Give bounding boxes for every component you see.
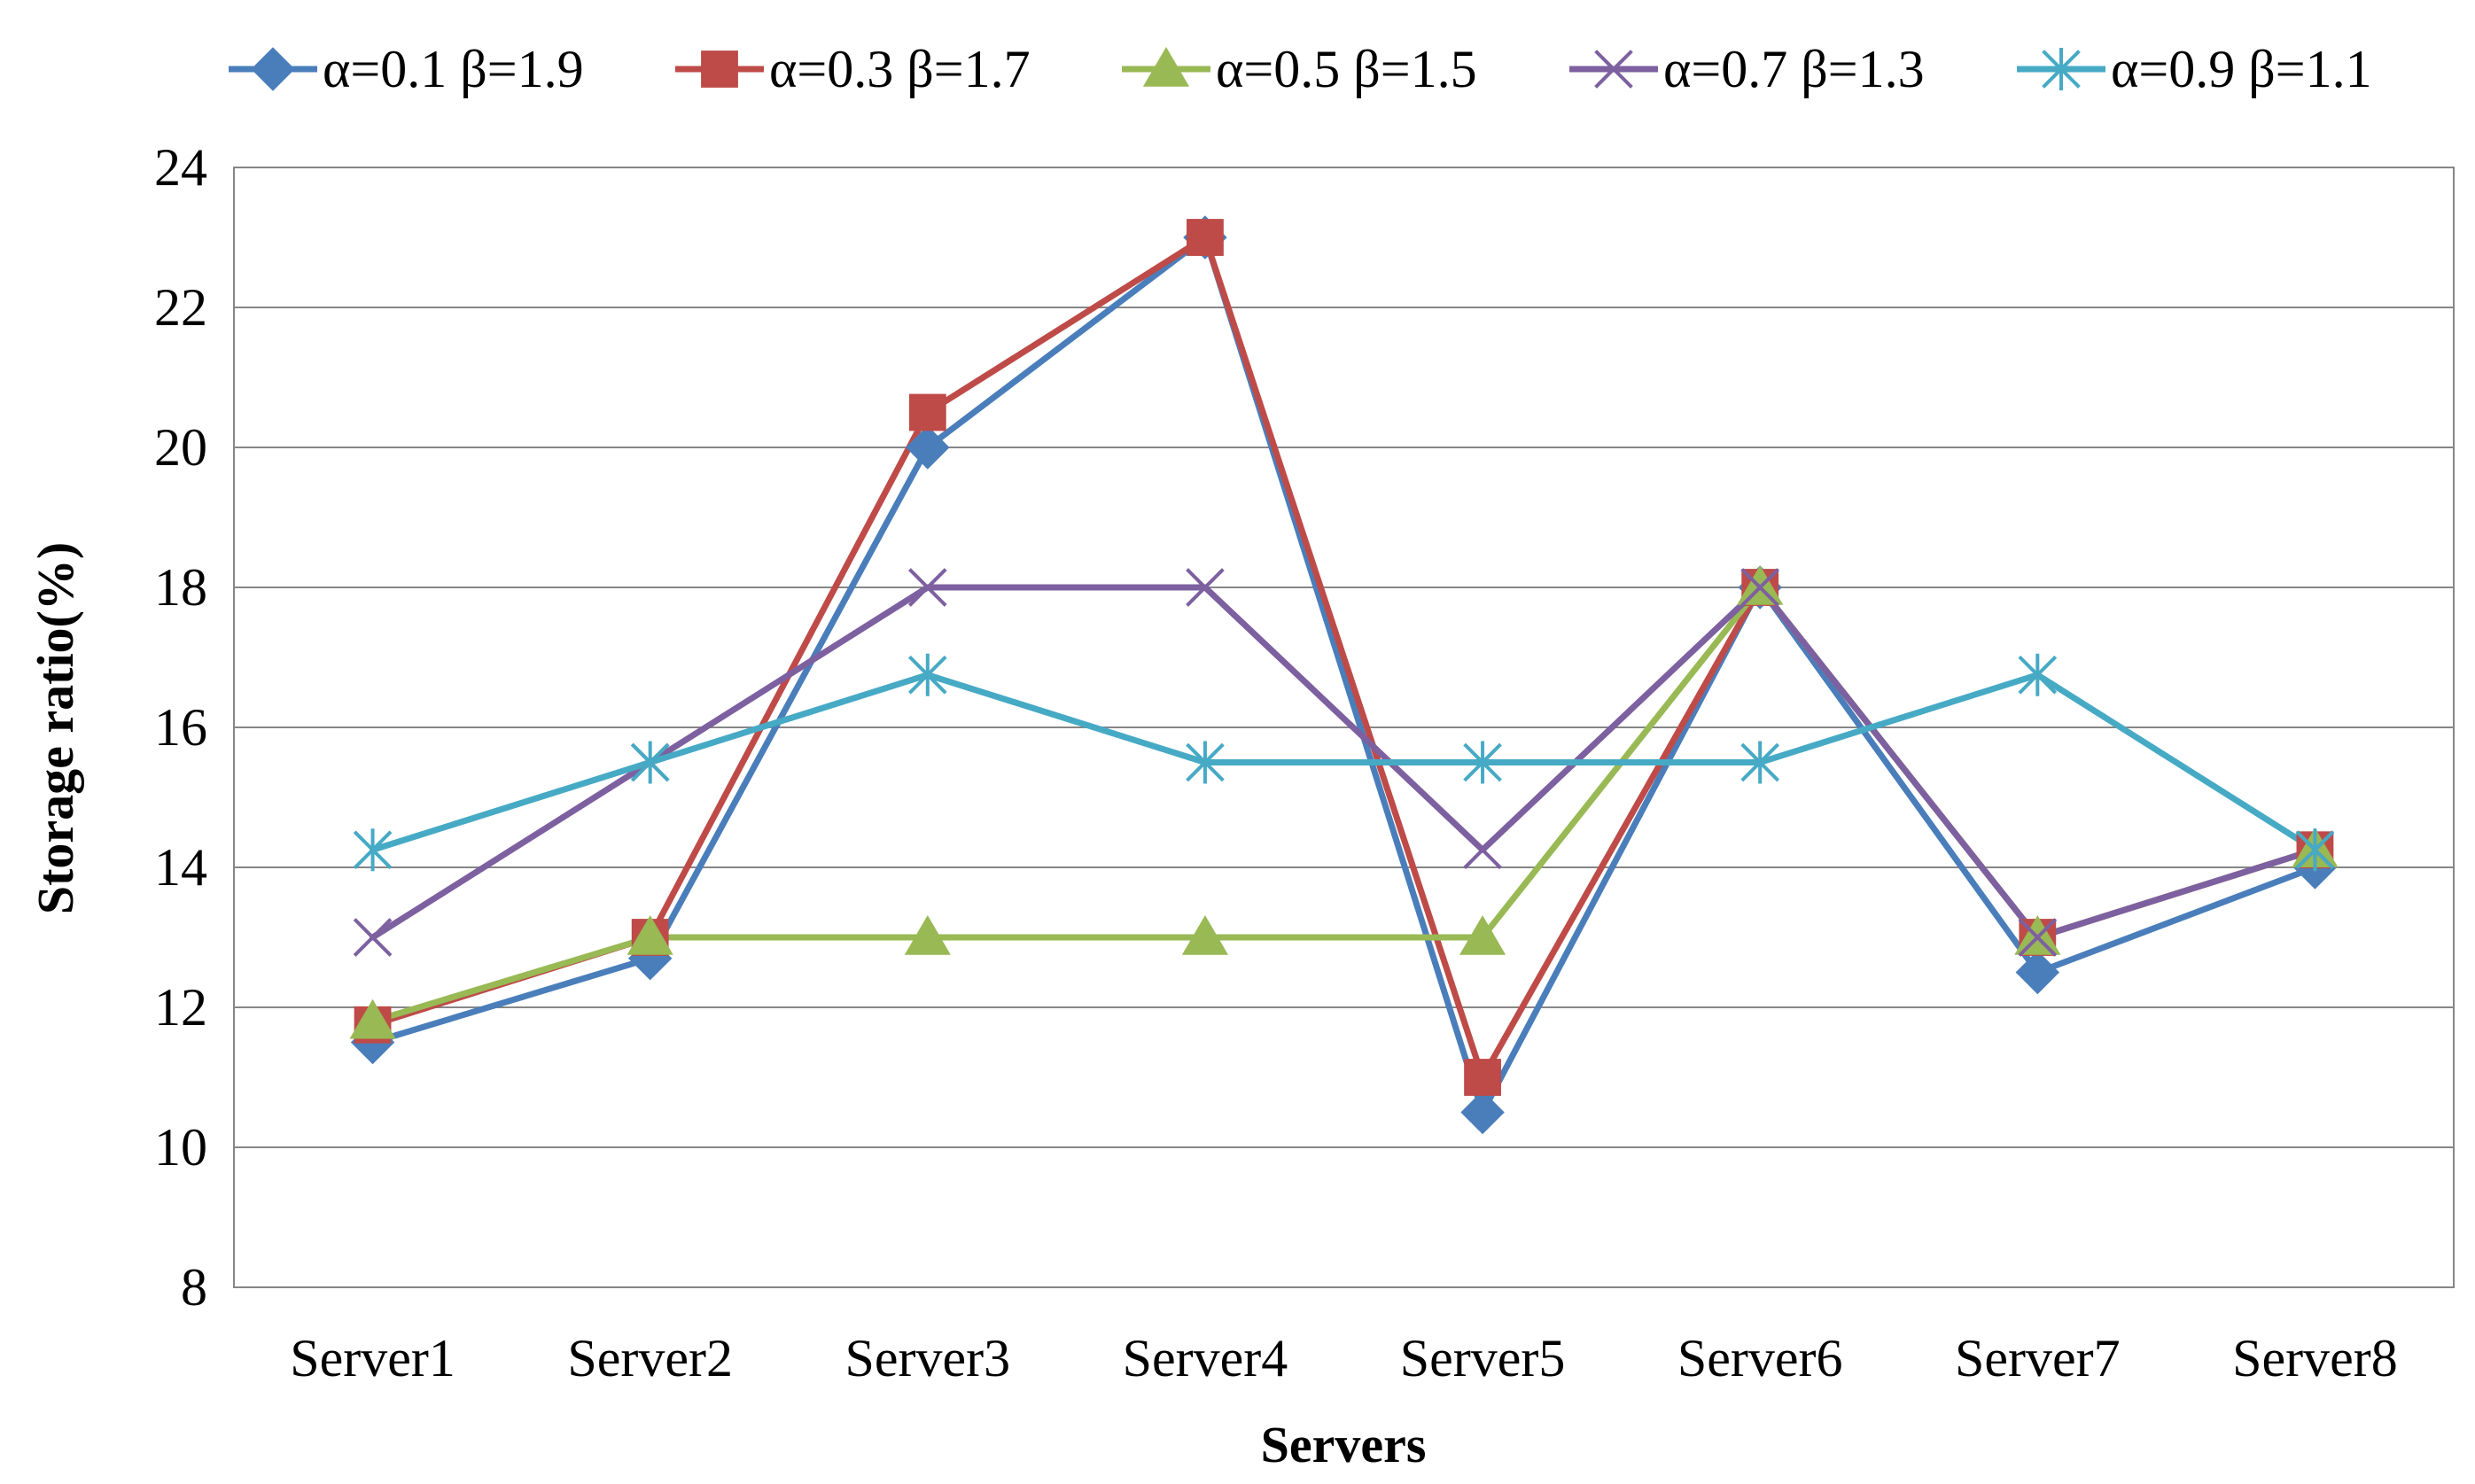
y-tick-label: 16 xyxy=(154,698,207,757)
data-point-series4 xyxy=(1186,568,1225,607)
y-tick-label: 14 xyxy=(154,838,207,897)
legend-label: α=0.5 β=1.5 xyxy=(1216,40,1477,98)
legend: α=0.1 β=1.9 α=0.3 β=1.7 α=0.5 β=1.5 α=0.7 β… xyxy=(229,40,2372,98)
y-tick-label: 12 xyxy=(154,978,207,1037)
data-point-series5 xyxy=(1186,741,1225,784)
data-point-series4 xyxy=(1463,830,1502,870)
x-tick-label: Server8 xyxy=(2232,1329,2398,1387)
series-line-4 xyxy=(370,584,2318,941)
x-tick-label: Server2 xyxy=(567,1329,733,1387)
x-tick-label: Server6 xyxy=(1677,1329,1843,1387)
data-point-series4 xyxy=(353,918,393,957)
legend-item-2: α=0.3 β=1.7 xyxy=(675,40,1031,98)
data-point-series1 xyxy=(906,425,950,470)
series-lines xyxy=(370,234,2318,1115)
legend-item-4: α=0.7 β=1.3 xyxy=(1569,40,1925,98)
legend-marker xyxy=(1142,47,1190,87)
data-point-series5 xyxy=(2018,653,2058,696)
data-point-series5 xyxy=(1463,741,1502,784)
data-point-series3 xyxy=(1459,915,1506,955)
data-point-series5 xyxy=(353,828,393,872)
y-axis-tick-labels: 8 10 12 14 16 18 20 22 24 xyxy=(154,138,207,1317)
plot-area-frame xyxy=(233,167,2455,1288)
data-point-series3 xyxy=(349,998,396,1039)
data-point-series2 xyxy=(1187,219,1224,256)
data-point-series2 xyxy=(1464,1059,1501,1096)
y-axis-title: Storage ratio(%) xyxy=(27,542,84,914)
x-tick-label: Server7 xyxy=(1955,1329,2121,1387)
y-tick-label: 10 xyxy=(154,1118,207,1177)
y-tick-label: 18 xyxy=(154,558,207,617)
data-point-series4 xyxy=(1740,568,1780,607)
data-point-series3 xyxy=(904,915,951,955)
x-axis-tick-labels: Server1 Server2 Server3 Server4 Server5 Serve… xyxy=(290,1329,2397,1387)
legend-label: α=0.3 β=1.7 xyxy=(769,40,1031,98)
grid-lines xyxy=(234,307,2454,1148)
y-tick-label: 8 xyxy=(181,1258,207,1317)
legend-item-5: α=0.9 β=1.1 xyxy=(2017,40,2372,98)
legend-item-3: α=0.5 β=1.5 xyxy=(1122,40,1477,98)
y-tick-label: 20 xyxy=(154,418,207,477)
x-tick-label: Server4 xyxy=(1123,1329,1288,1387)
data-point-series5 xyxy=(2295,828,2335,872)
data-point-series5 xyxy=(1740,741,1780,784)
data-point-series3 xyxy=(627,915,673,955)
data-point-series1 xyxy=(2015,950,2060,995)
legend-marker xyxy=(1594,50,1633,89)
y-tick-label: 22 xyxy=(154,278,207,337)
legend-label: α=0.1 β=1.9 xyxy=(323,40,584,98)
series-markers xyxy=(349,215,2339,1135)
data-point-series4 xyxy=(2018,918,2058,957)
legend-item-1: α=0.1 β=1.9 xyxy=(229,40,584,98)
x-tick-label: Server3 xyxy=(845,1329,1011,1387)
series-line-5 xyxy=(370,672,2318,853)
x-tick-label: Server1 xyxy=(290,1329,455,1387)
legend-label: α=0.9 β=1.1 xyxy=(2111,40,2372,98)
x-tick-label: Server5 xyxy=(1400,1329,1566,1387)
data-point-series5 xyxy=(907,653,947,696)
y-tick-label: 24 xyxy=(154,138,207,197)
data-point-series4 xyxy=(907,568,947,607)
legend-marker xyxy=(251,47,295,91)
data-point-series1 xyxy=(1460,1090,1505,1135)
legend-marker xyxy=(2042,48,2081,90)
data-point-series2 xyxy=(908,393,946,431)
legend-marker xyxy=(701,51,738,88)
data-point-series5 xyxy=(630,741,670,784)
x-axis-title: Servers xyxy=(1261,1416,1427,1473)
data-point-series3 xyxy=(1181,915,1229,955)
legend-label: α=0.7 β=1.3 xyxy=(1663,40,1925,98)
series-line-1 xyxy=(370,234,2318,1115)
